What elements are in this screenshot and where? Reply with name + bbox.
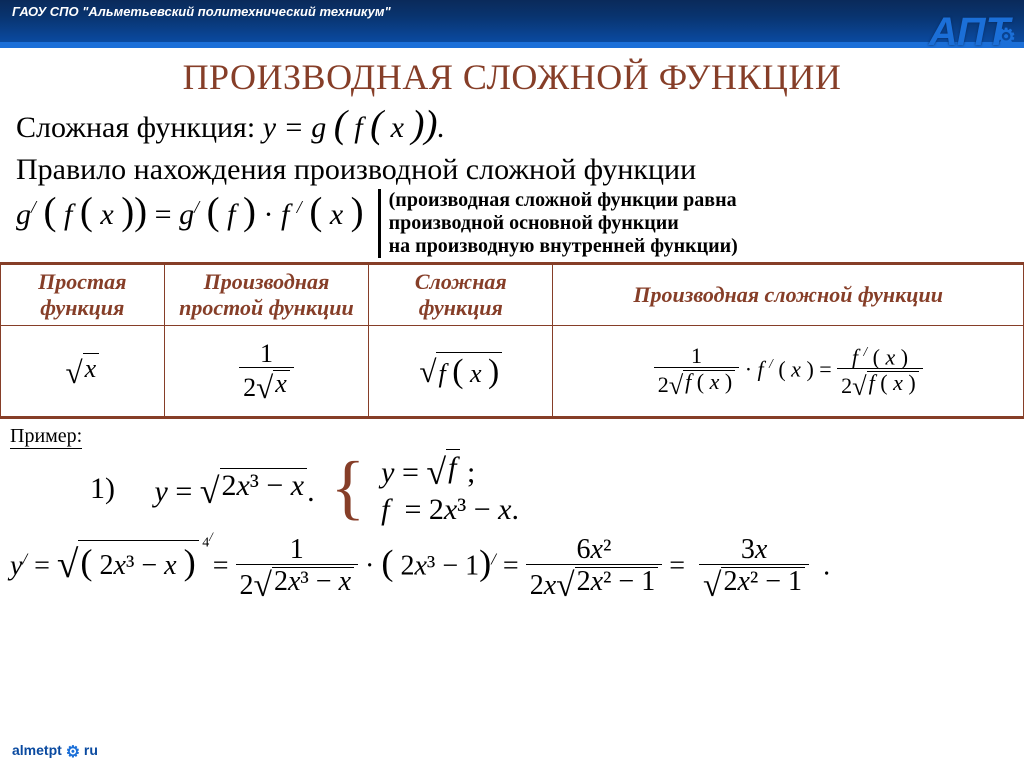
rule-note-l2: производной основной функции [389, 212, 679, 234]
th-simple: Простая функция [1, 264, 165, 326]
functions-table: Простая функция Производная простой функ… [0, 262, 1024, 419]
gear-icon: ⚙ [996, 24, 1016, 50]
rule-block: g/ ( f ( x )) = g/ ( f ) · f / ( x ) (пр… [0, 187, 1024, 262]
definition-label: Сложная функция: [16, 111, 255, 144]
cell-simple: √x [1, 326, 165, 418]
example-given: y = √2x³ − x. [155, 468, 315, 510]
cell-simple-deriv: 1 2√x [164, 326, 369, 418]
rule-note-l3: на производную внутренней функции) [389, 235, 738, 257]
example-number: 1) [90, 472, 115, 506]
top-bar: ГАОУ СПО "Альметьевский политехнический … [0, 0, 1024, 48]
example-label: Пример: [10, 425, 82, 449]
table-header-row: Простая функция Производная простой функ… [1, 264, 1024, 326]
definition-line: Сложная функция: y = g ( f ( x )). [0, 98, 1024, 147]
table-row: √x 1 2√x √f ( x ) 1 2√f ( x ) · f / ( x … [1, 326, 1024, 418]
definition-formula: y = g ( f ( x )). [263, 111, 445, 144]
gear-icon: ⚙ [66, 744, 80, 761]
rule-note-l1: (производная сложной функции равна [389, 189, 737, 211]
rule-formula: g/ ( f ( x )) = g/ ( f ) · f / ( x ) [16, 189, 364, 234]
th-complex-deriv: Производная сложной функции [553, 264, 1024, 326]
rule-label: Правило нахождения производной сложной ф… [0, 147, 1024, 187]
org-name: ГАОУ СПО "Альметьевский политехнический … [12, 4, 1012, 19]
th-complex: Сложная функция [369, 264, 553, 326]
logo: АПТ ⚙ [929, 10, 1010, 55]
cell-complex: √f ( x ) [369, 326, 553, 418]
footer-pre: almetpt [12, 742, 62, 758]
example-decomposition: y = √f ; f = 2x³ − x. [381, 449, 519, 528]
footer-post: ru [84, 742, 98, 758]
cell-complex-deriv: 1 2√f ( x ) · f / ( x ) = f / ( x ) 2√f … [553, 326, 1024, 418]
page-title: ПРОИЗВОДНАЯ СЛОЖНОЙ ФУНКЦИИ [0, 56, 1024, 98]
rule-note: (производная сложной функции равна произ… [378, 189, 738, 258]
brace-icon: { [331, 459, 366, 515]
th-simple-deriv: Производная простой функции [164, 264, 369, 326]
example-line: 1) y = √2x³ − x. { y = √f ; f = 2x³ − x. [0, 449, 1024, 528]
footer: almetpt ⚙ ru [12, 742, 98, 762]
solution-line: y/ = √( 2x³ − x ) 4/ = 1 2√2x³ − x · ( 2… [0, 528, 1024, 601]
